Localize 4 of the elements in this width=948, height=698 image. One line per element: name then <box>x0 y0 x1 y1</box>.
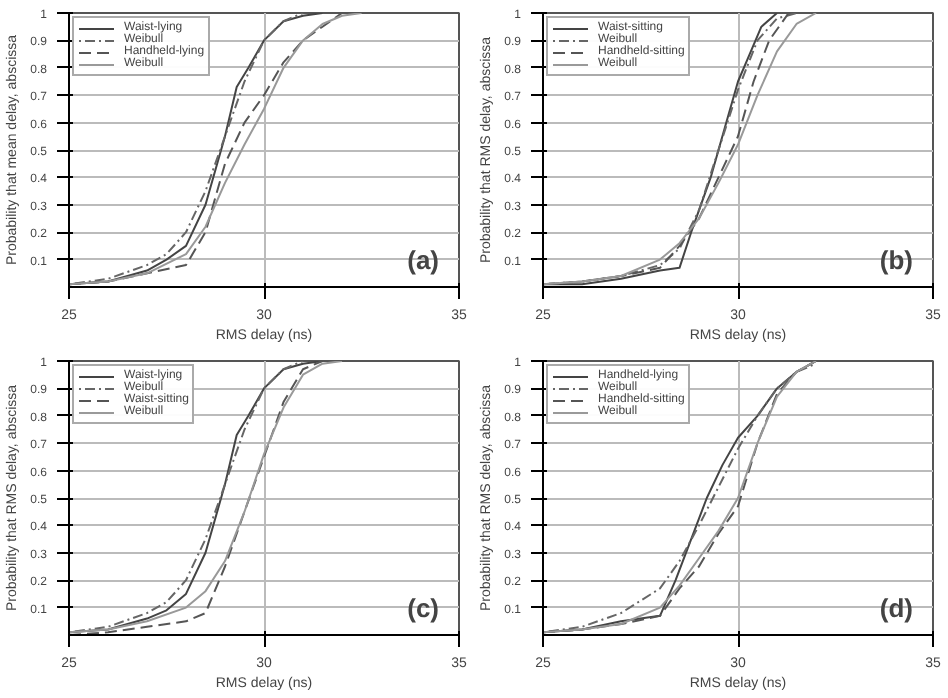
annotation: (a) <box>407 245 439 275</box>
annotation: (d) <box>879 593 914 623</box>
annotation: (c) <box>407 593 439 623</box>
annotation: (b) <box>879 245 914 275</box>
